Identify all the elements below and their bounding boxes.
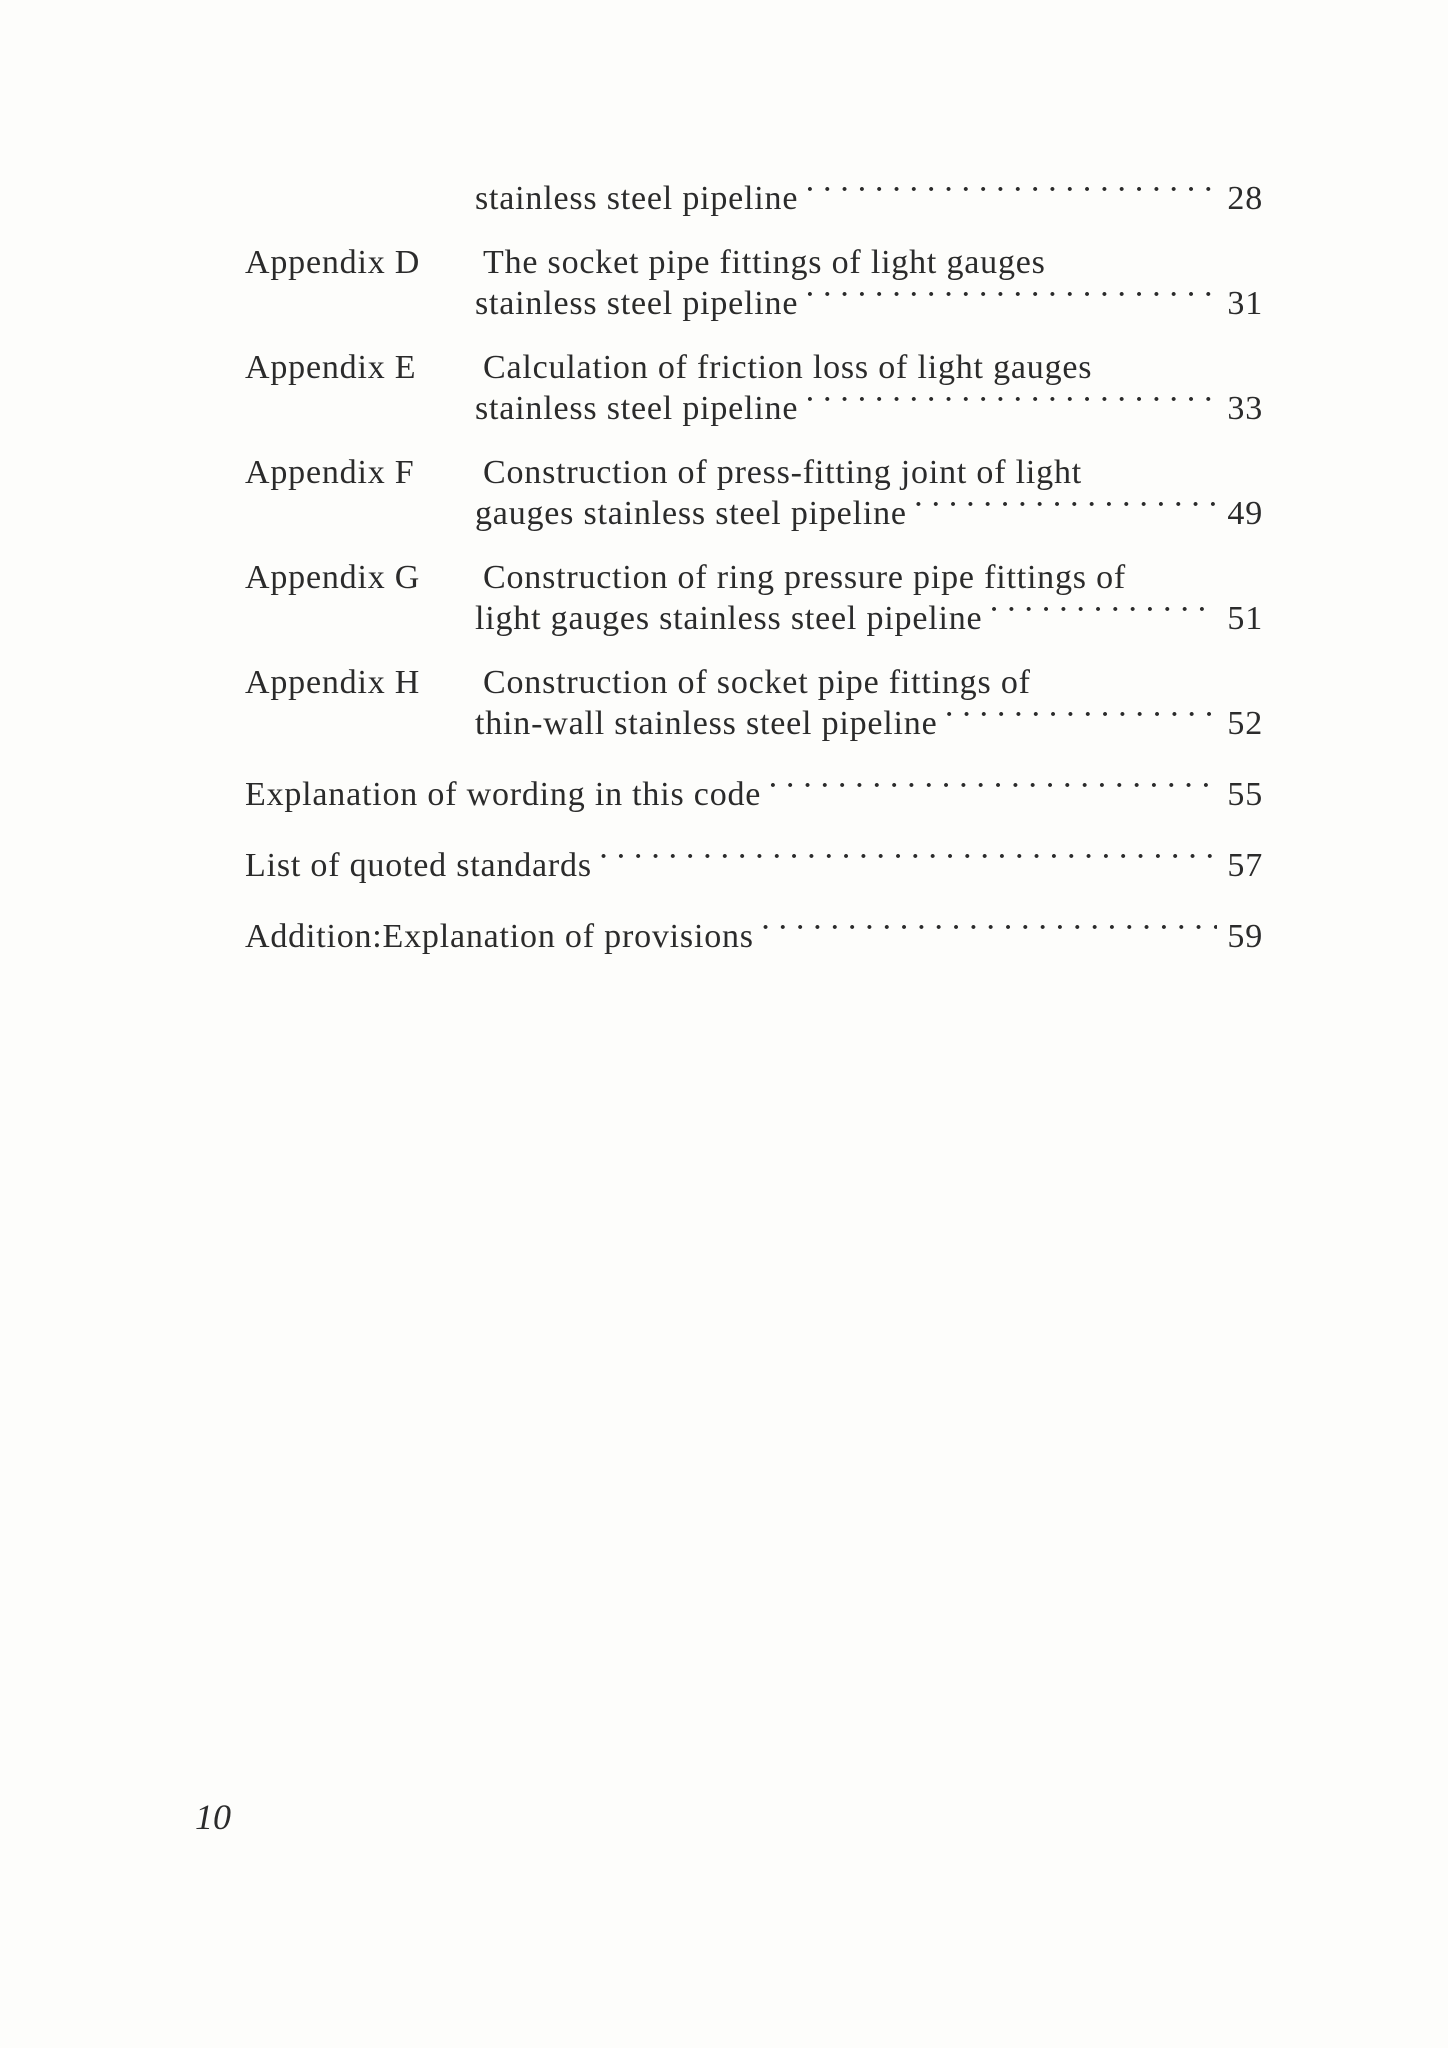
- dot-leader: [760, 913, 1218, 947]
- toc-entry-title: Construction of socket pipe fittings of: [483, 666, 1031, 700]
- toc-entry-page: 51: [1223, 602, 1263, 636]
- toc-entry-page: 59: [1223, 920, 1263, 954]
- toc-line: Addition:Explanation of provisions 59: [245, 913, 1263, 954]
- dot-leader: [767, 771, 1217, 805]
- toc-entry: Appendix FConstruction of press-fitting …: [245, 456, 1263, 531]
- dot-leader: [913, 490, 1218, 524]
- dot-leader: [988, 595, 1217, 629]
- toc-line: Appendix GConstruction of ring pressure …: [245, 561, 1263, 595]
- toc-entry-title: thin-wall stainless steel pipeline: [475, 707, 938, 741]
- toc-entry-title: Explanation of wording in this code: [245, 778, 761, 812]
- toc-line: Explanation of wording in this code 55: [245, 771, 1263, 812]
- toc-entry: Explanation of wording in this code 55: [245, 771, 1263, 812]
- toc-entry-page: 52: [1223, 707, 1263, 741]
- toc-line: Appendix DThe socket pipe fittings of li…: [245, 246, 1263, 280]
- toc-line: gauges stainless steel pipeline 49: [245, 490, 1263, 531]
- toc-entry-title: Construction of ring pressure pipe fitti…: [483, 561, 1126, 595]
- toc-entry: Appendix DThe socket pipe fittings of li…: [245, 246, 1263, 321]
- toc-line: stainless steel pipeline 33: [245, 385, 1263, 426]
- toc-entry: stainless steel pipeline 28: [245, 175, 1263, 216]
- toc-entry: Appendix HConstruction of socket pipe fi…: [245, 666, 1263, 741]
- toc-entry-label: Appendix D: [245, 246, 483, 280]
- table-of-contents: stainless steel pipeline 28 Appendix DThe …: [245, 175, 1263, 954]
- toc-line: Appendix HConstruction of socket pipe fi…: [245, 666, 1263, 700]
- toc-entry-page: 31: [1223, 287, 1263, 321]
- toc-entry: Appendix GConstruction of ring pressure …: [245, 561, 1263, 636]
- toc-entry-label: Appendix E: [245, 351, 483, 385]
- toc-entry-title: light gauges stainless steel pipeline: [475, 602, 982, 636]
- toc-entry-title: Addition:Explanation of provisions: [245, 920, 754, 954]
- dot-leader: [804, 175, 1217, 209]
- toc-line: List of quoted standards 57: [245, 842, 1263, 883]
- toc-entry: Appendix ECalculation of friction loss o…: [245, 351, 1263, 426]
- toc-entry: List of quoted standards 57: [245, 842, 1263, 883]
- dot-leader: [804, 385, 1217, 419]
- toc-line: stainless steel pipeline 31: [245, 280, 1263, 321]
- toc-entry-page: 49: [1223, 497, 1263, 531]
- toc-entry-label: Appendix F: [245, 456, 483, 490]
- toc-entry-label: Appendix G: [245, 561, 483, 595]
- dot-leader: [944, 700, 1218, 734]
- dot-leader: [804, 280, 1217, 314]
- page-number: 10: [195, 1796, 231, 1838]
- toc-line: Appendix FConstruction of press-fitting …: [245, 456, 1263, 490]
- toc-line: thin-wall stainless steel pipeline 52: [245, 700, 1263, 741]
- toc-entry-title: stainless steel pipeline: [475, 182, 798, 216]
- toc-line: Appendix ECalculation of friction loss o…: [245, 351, 1263, 385]
- toc-entry: Addition:Explanation of provisions 59: [245, 913, 1263, 954]
- toc-entry-title: stainless steel pipeline: [475, 392, 798, 426]
- toc-line: light gauges stainless steel pipeline 51: [245, 595, 1263, 636]
- toc-entry-title: gauges stainless steel pipeline: [475, 497, 907, 531]
- toc-entry-title: The socket pipe fittings of light gauges: [483, 246, 1046, 280]
- dot-leader: [598, 842, 1218, 876]
- toc-entry-page: 57: [1223, 849, 1263, 883]
- page: stainless steel pipeline 28 Appendix DThe …: [0, 0, 1448, 2048]
- toc-entry-page: 28: [1223, 182, 1263, 216]
- toc-entry-title: List of quoted standards: [245, 849, 592, 883]
- toc-entry-title: Calculation of friction loss of light ga…: [483, 351, 1092, 385]
- toc-entry-page: 33: [1223, 392, 1263, 426]
- toc-entry-label: Appendix H: [245, 666, 483, 700]
- toc-line: stainless steel pipeline 28: [245, 175, 1263, 216]
- toc-entry-title: stainless steel pipeline: [475, 287, 798, 321]
- toc-entry-page: 55: [1223, 778, 1263, 812]
- toc-entry-title: Construction of press-fitting joint of l…: [483, 456, 1082, 490]
